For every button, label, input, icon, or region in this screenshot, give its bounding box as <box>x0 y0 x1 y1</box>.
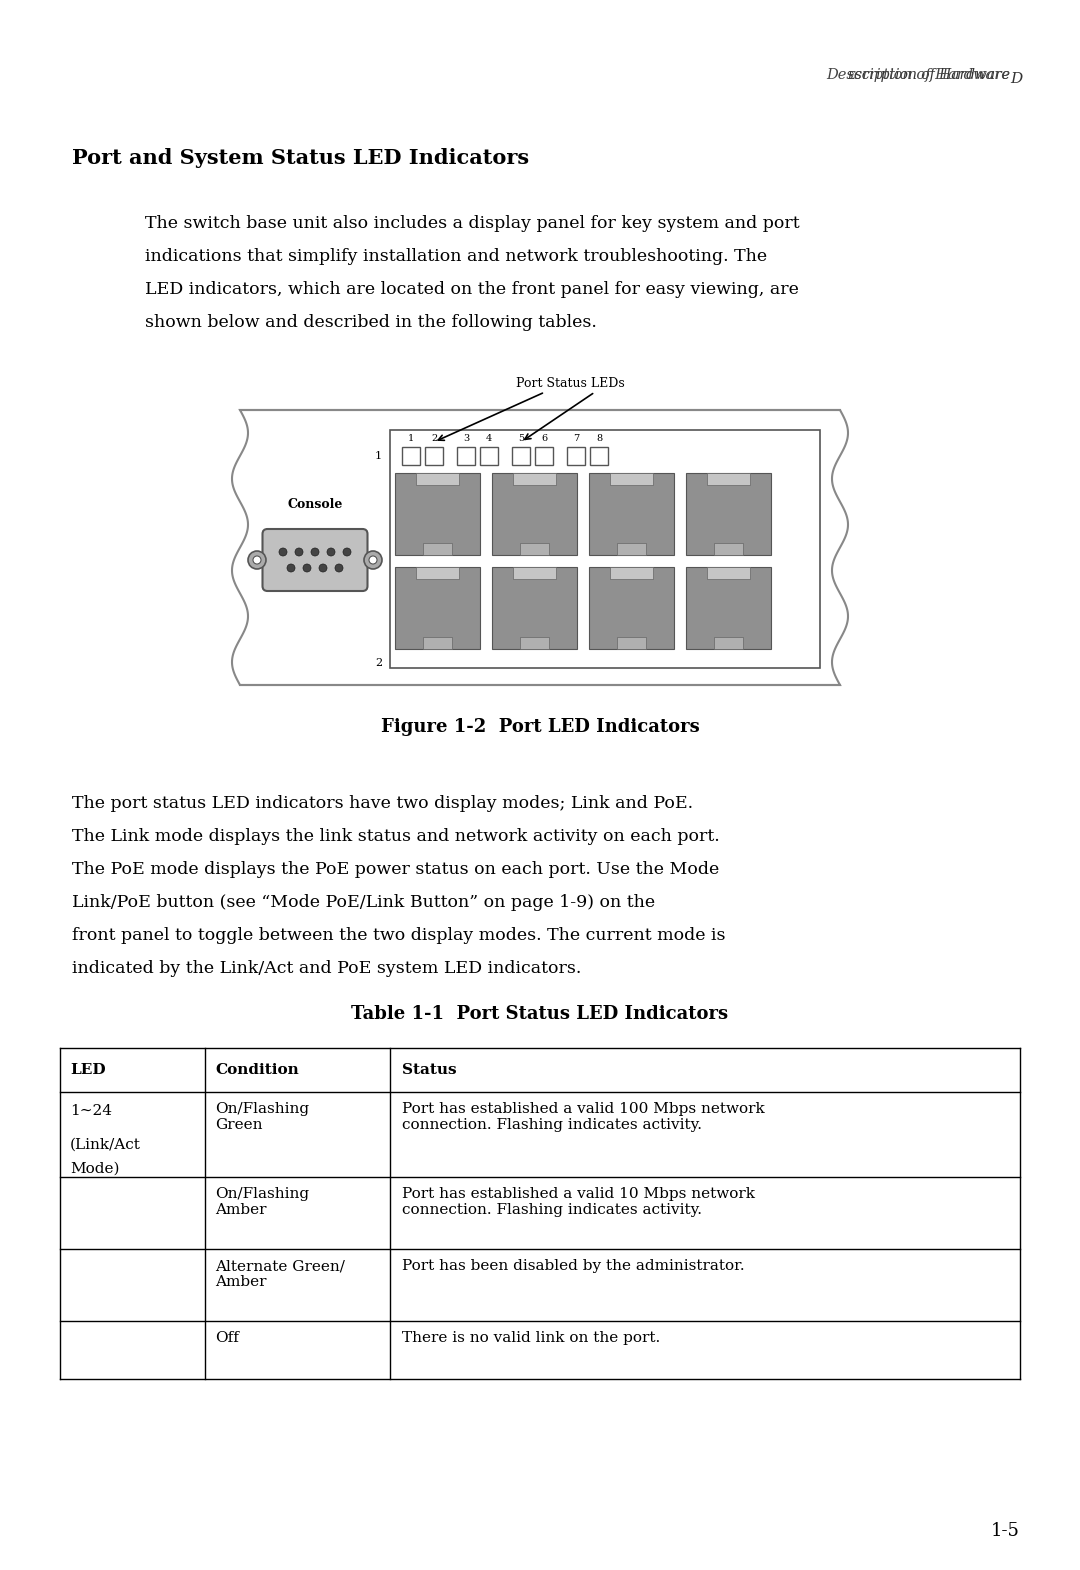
Polygon shape <box>232 410 848 685</box>
Text: 8: 8 <box>596 433 602 443</box>
Text: indications that simplify installation and network troubleshooting. The: indications that simplify installation a… <box>145 248 767 265</box>
Bar <box>714 637 743 648</box>
Bar <box>610 567 652 579</box>
Text: 1: 1 <box>375 451 382 462</box>
Bar <box>416 473 459 485</box>
Bar <box>707 473 750 485</box>
Text: 6: 6 <box>541 433 548 443</box>
Bar <box>610 473 652 485</box>
Text: Condition: Condition <box>215 1063 299 1077</box>
Text: Table 1-1  Port Status LED Indicators: Table 1-1 Port Status LED Indicators <box>351 1005 729 1024</box>
Bar <box>513 473 556 485</box>
Text: 1∼24: 1∼24 <box>70 1104 112 1118</box>
Text: 1: 1 <box>408 433 414 443</box>
Text: Port has been disabled by the administrator.: Port has been disabled by the administra… <box>402 1259 744 1273</box>
Text: Mode): Mode) <box>70 1162 120 1176</box>
Circle shape <box>311 548 319 556</box>
Text: Port has established a valid 100 Mbps network
connection. Flashing indicates act: Port has established a valid 100 Mbps ne… <box>402 1102 765 1132</box>
Text: Console: Console <box>287 499 342 512</box>
Text: The Link mode displays the link status and network activity on each port.: The Link mode displays the link status a… <box>72 827 719 845</box>
Circle shape <box>279 548 287 556</box>
Circle shape <box>343 548 351 556</box>
Bar <box>402 447 420 465</box>
Text: LED: LED <box>70 1063 106 1077</box>
Bar <box>617 543 646 556</box>
Text: Alternate Green/
Amber: Alternate Green/ Amber <box>215 1259 345 1289</box>
Bar <box>512 447 530 465</box>
Text: Status: Status <box>402 1063 457 1077</box>
Text: Link/PoE button (see “Mode PoE/Link Button” on page 1-9) on the: Link/PoE button (see “Mode PoE/Link Butt… <box>72 893 656 911</box>
Text: On/Flashing
Amber: On/Flashing Amber <box>215 1187 309 1217</box>
Bar <box>426 447 443 465</box>
Text: Port Status LEDs: Port Status LEDs <box>515 377 624 389</box>
Text: indicated by the Link/Act and PoE system LED indicators.: indicated by the Link/Act and PoE system… <box>72 959 581 977</box>
Bar <box>535 447 553 465</box>
Text: On/Flashing
Green: On/Flashing Green <box>215 1102 309 1132</box>
Text: Figure 1-2  Port LED Indicators: Figure 1-2 Port LED Indicators <box>380 717 700 736</box>
Text: ᴇscription of Ηardware: ᴇscription of Ηardware <box>847 68 1010 82</box>
Text: 7: 7 <box>572 433 579 443</box>
Text: 3: 3 <box>463 433 469 443</box>
Text: There is no valid link on the port.: There is no valid link on the port. <box>402 1331 660 1345</box>
Bar <box>492 567 577 648</box>
Text: The port status LED indicators have two display modes; Link and PoE.: The port status LED indicators have two … <box>72 794 693 812</box>
Circle shape <box>364 551 382 568</box>
Bar <box>390 430 820 667</box>
Bar <box>422 543 453 556</box>
Bar <box>589 473 674 556</box>
Circle shape <box>287 564 295 571</box>
Bar <box>686 473 771 556</box>
Text: 2: 2 <box>375 658 382 667</box>
Circle shape <box>335 564 343 571</box>
Bar <box>416 567 459 579</box>
Bar <box>422 637 453 648</box>
Circle shape <box>327 548 335 556</box>
Bar <box>589 567 674 648</box>
Circle shape <box>253 556 261 564</box>
Bar <box>395 473 480 556</box>
Text: 5: 5 <box>518 433 524 443</box>
Bar <box>513 567 556 579</box>
Circle shape <box>295 548 303 556</box>
Text: D: D <box>1010 72 1023 86</box>
Bar <box>395 567 480 648</box>
Text: 4: 4 <box>486 433 492 443</box>
Text: shown below and described in the following tables.: shown below and described in the followi… <box>145 314 597 331</box>
Bar <box>492 473 577 556</box>
Text: 2: 2 <box>431 433 437 443</box>
Text: Off: Off <box>215 1331 239 1345</box>
Text: The PoE mode displays the PoE power status on each port. Use the Mode: The PoE mode displays the PoE power stat… <box>72 860 719 878</box>
Bar <box>714 543 743 556</box>
Bar <box>707 567 750 579</box>
Text: Port has established a valid 10 Mbps network
connection. Flashing indicates acti: Port has established a valid 10 Mbps net… <box>402 1187 755 1217</box>
Circle shape <box>248 551 266 568</box>
Text: 1-5: 1-5 <box>991 1521 1020 1540</box>
Bar <box>480 447 498 465</box>
Bar <box>686 567 771 648</box>
Bar <box>457 447 475 465</box>
Text: LED indicators, which are located on the front panel for easy viewing, are: LED indicators, which are located on the… <box>145 281 799 298</box>
Bar <box>519 543 550 556</box>
Circle shape <box>303 564 311 571</box>
Circle shape <box>369 556 377 564</box>
Bar <box>519 637 550 648</box>
Text: The switch base unit also includes a display panel for key system and port: The switch base unit also includes a dis… <box>145 215 799 232</box>
Bar <box>567 447 585 465</box>
FancyBboxPatch shape <box>262 529 367 590</box>
Text: Description of Hardware: Description of Hardware <box>826 68 1010 82</box>
Circle shape <box>319 564 327 571</box>
Text: Port and System Status LED Indicators: Port and System Status LED Indicators <box>72 148 529 168</box>
Text: (Link/Act: (Link/Act <box>70 1138 140 1152</box>
Bar <box>590 447 608 465</box>
Bar <box>617 637 646 648</box>
Text: front panel to toggle between the two display modes. The current mode is: front panel to toggle between the two di… <box>72 926 726 944</box>
